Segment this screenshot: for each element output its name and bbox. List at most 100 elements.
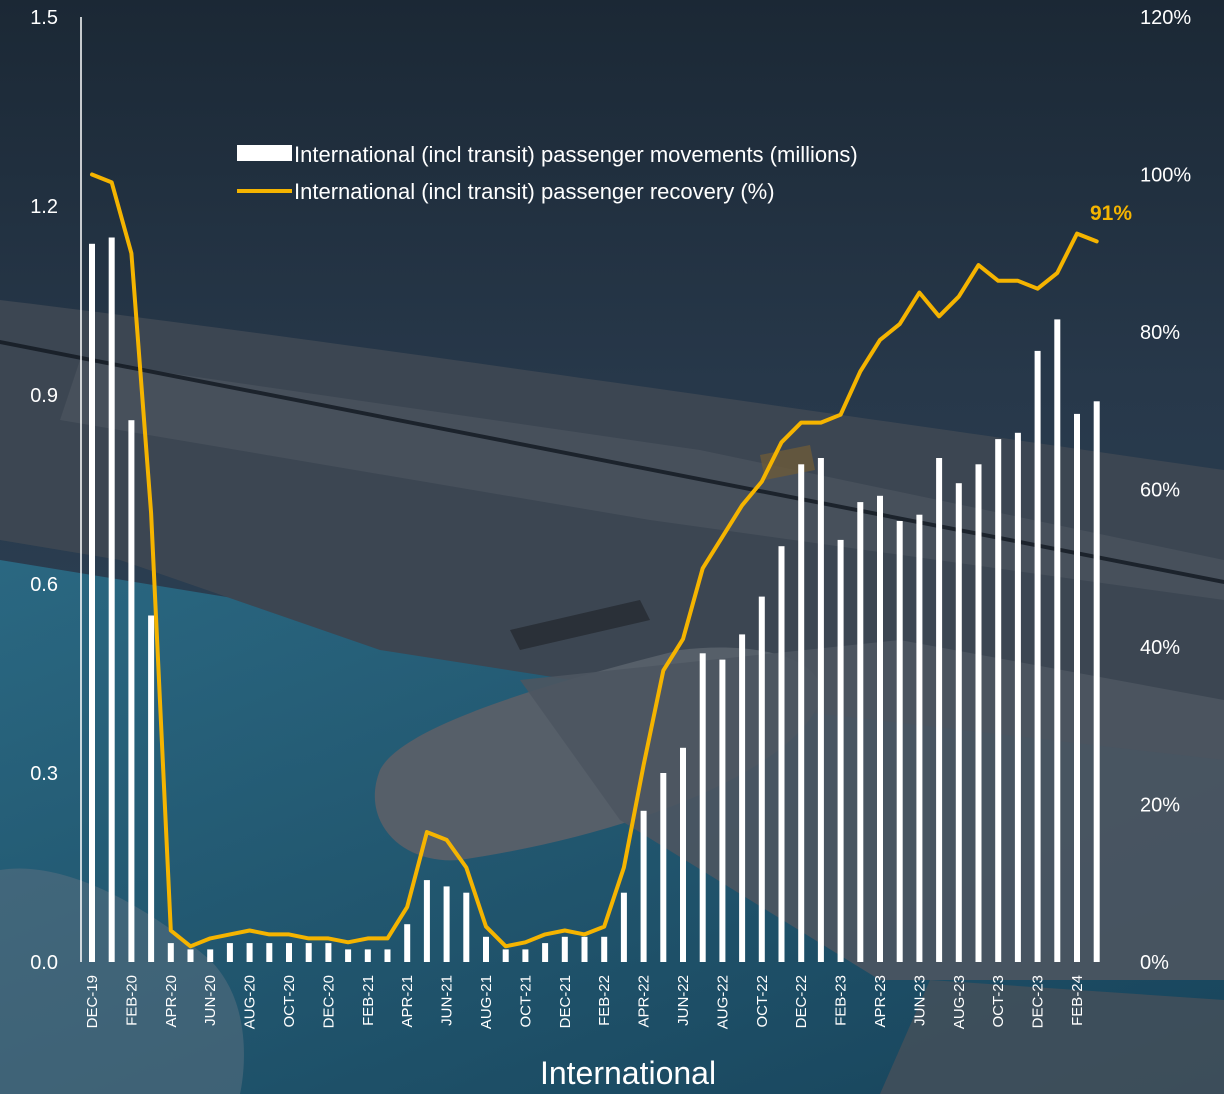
bar: [522, 949, 529, 962]
legend-bar-swatch: [237, 145, 292, 161]
bar: [246, 943, 253, 962]
x-tick-label: APR-21: [399, 975, 416, 1028]
bar: [187, 949, 194, 962]
x-tick-label: OCT-21: [517, 975, 534, 1028]
bar: [620, 892, 627, 962]
bar-series: [89, 237, 1100, 963]
x-tick-label: DEC-20: [320, 975, 337, 1028]
legend-bar-label: International (incl transit) passenger m…: [294, 142, 858, 167]
bar: [364, 949, 371, 962]
axes: 0.0 0.3 0.6 0.9 1.2 1.5 0% 20% 40% 60% 80% 100% 120%: [30, 7, 1191, 974]
bar: [817, 458, 824, 962]
right-tick-label: 80%: [1140, 322, 1180, 344]
bar: [483, 936, 489, 962]
left-tick-label: 0.9: [30, 385, 58, 407]
bar: [581, 936, 588, 962]
x-axis-title: International: [540, 1055, 716, 1091]
bar: [680, 747, 686, 962]
bar: [798, 464, 805, 962]
bar: [758, 596, 765, 962]
bar: [325, 943, 332, 962]
x-tick-label: AUG-23: [951, 975, 968, 1029]
bar: [640, 810, 647, 962]
line-series: [90, 172, 1099, 949]
x-tick-label: DEC-19: [84, 975, 101, 1028]
bar: [916, 514, 923, 962]
bar: [502, 949, 509, 962]
bar: [1054, 319, 1061, 962]
bar: [1074, 413, 1080, 962]
right-tick-label: 100%: [1140, 165, 1191, 187]
x-tick-label: FEB-22: [596, 975, 613, 1026]
x-tick-label: JUN-22: [675, 975, 692, 1026]
bar: [128, 420, 135, 962]
x-tick-label: FEB-20: [123, 975, 140, 1026]
x-tick-label: JUN-21: [439, 975, 456, 1026]
x-tick-label: APR-20: [163, 975, 180, 1028]
bar: [561, 936, 568, 962]
x-tick-label: OCT-23: [990, 975, 1007, 1028]
x-tick-label: DEC-23: [1030, 975, 1047, 1028]
bar: [463, 892, 470, 962]
bar: [226, 943, 233, 962]
right-tick-label: 0%: [1140, 952, 1169, 974]
bar: [857, 502, 864, 962]
bar: [404, 924, 411, 962]
bar: [108, 237, 115, 962]
bar: [89, 243, 95, 963]
bar: [975, 464, 982, 962]
bar: [699, 653, 706, 962]
bar: [423, 880, 430, 962]
bar: [286, 943, 292, 962]
bar: [305, 943, 312, 962]
right-tick-label: 20%: [1140, 795, 1180, 817]
x-tick-label: AUG-22: [714, 975, 731, 1029]
bar: [936, 458, 943, 962]
x-tick-label: JUN-23: [911, 975, 928, 1026]
legend-line-label: International (incl transit) passenger r…: [294, 179, 775, 204]
bar: [719, 659, 726, 962]
left-tick-label: 0.3: [30, 763, 58, 785]
x-tick-label: FEB-21: [360, 975, 377, 1026]
x-tick-label: APR-23: [872, 975, 889, 1028]
x-tick-label: JUN-20: [202, 975, 219, 1026]
bar: [660, 773, 667, 962]
x-tick-label: OCT-20: [281, 975, 298, 1028]
bar: [778, 546, 785, 962]
bar: [877, 495, 883, 962]
right-tick-label: 120%: [1140, 7, 1191, 29]
bar: [207, 949, 214, 962]
x-tick-label: APR-22: [636, 975, 653, 1028]
bar: [896, 521, 903, 962]
x-tick-label: AUG-20: [242, 975, 259, 1029]
x-tick-label: DEC-22: [793, 975, 810, 1028]
bar: [739, 634, 746, 962]
right-tick-label: 40%: [1140, 637, 1180, 659]
left-tick-label: 1.5: [30, 7, 58, 29]
bar: [542, 943, 549, 962]
left-tick-label: 0.0: [30, 952, 58, 974]
bar: [1093, 401, 1100, 962]
x-tick-label: FEB-23: [833, 975, 850, 1026]
legend: International (incl transit) passenger m…: [237, 142, 858, 204]
last-value-annotation: 91%: [1090, 202, 1132, 225]
left-tick-label: 0.6: [30, 574, 58, 596]
x-tick-label: DEC-21: [557, 975, 574, 1028]
x-tick-label: OCT-22: [754, 975, 771, 1028]
bar: [837, 539, 844, 962]
bar: [1014, 432, 1021, 962]
bar: [443, 886, 450, 962]
left-tick-label: 1.2: [30, 196, 58, 218]
bar: [384, 949, 391, 962]
bar: [601, 936, 608, 962]
bar: [955, 483, 962, 962]
bar: [345, 949, 352, 962]
x-tick-label: FEB-24: [1069, 975, 1086, 1026]
right-tick-label: 60%: [1140, 480, 1180, 502]
bar: [995, 439, 1002, 963]
bar: [266, 943, 273, 962]
x-axis-ticks: DEC-19 FEB-20 APR-20 JUN-20 AUG-20 OCT-20 DEC-…: [84, 975, 1086, 1029]
recovery-line: [90, 172, 1099, 949]
